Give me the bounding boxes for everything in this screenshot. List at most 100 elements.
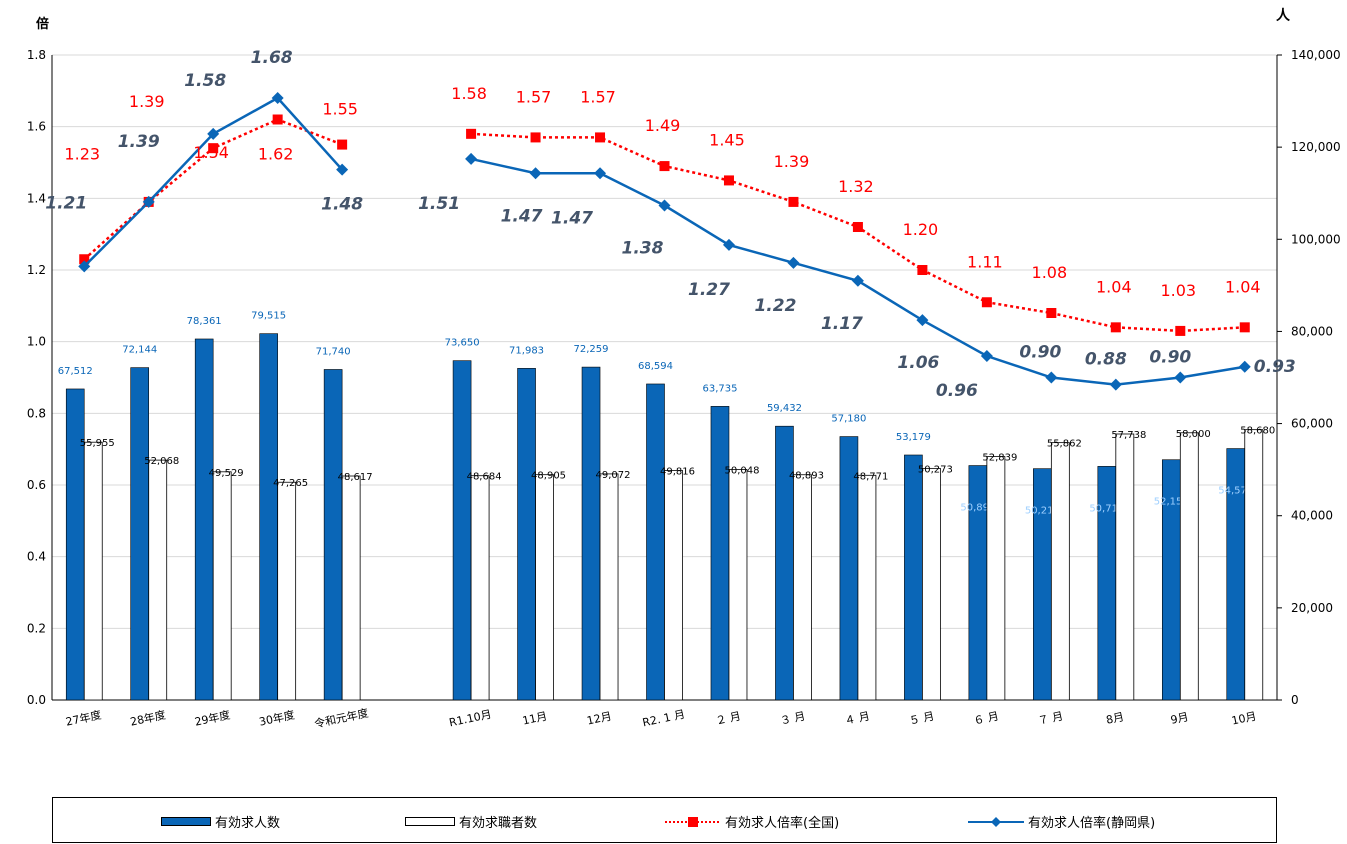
right-axis-tick-label: 80,000 xyxy=(1291,324,1333,338)
bar-label-job-offers: 79,515 xyxy=(251,311,286,322)
bar-label-job-seekers: 48,905 xyxy=(531,471,566,482)
ratio-shizuoka-label: 1.06 xyxy=(897,353,939,373)
ratio-national-label: 1.23 xyxy=(64,144,100,163)
ratio-shizuoka-label: 1.51 xyxy=(418,194,460,214)
bar-job-seekers xyxy=(1244,429,1264,701)
bar-label-job-offers: 72,144 xyxy=(122,345,157,356)
ratio-shizuoka-label: 0.88 xyxy=(1085,350,1127,370)
right-axis-tick-label: 40,000 xyxy=(1291,509,1333,523)
ratio-shizuoka-marker xyxy=(722,238,735,251)
bar-job-seekers xyxy=(857,474,877,701)
x-tick-label: ４ 月 xyxy=(843,710,871,728)
ratio-national-label: 1.54 xyxy=(193,143,229,162)
bar-job-seekers xyxy=(1050,442,1070,701)
right-axis-tick-label: 120,000 xyxy=(1291,140,1341,154)
ratio-shizuoka-label: 0.93 xyxy=(1254,357,1296,377)
bar-job-offers xyxy=(517,368,536,701)
ratio-national-marker xyxy=(466,128,477,139)
bar-label-job-seekers: 48,684 xyxy=(467,472,502,483)
ratio-shizuoka-label: 0.90 xyxy=(1149,348,1191,368)
ratio-national-label: 1.49 xyxy=(645,116,681,135)
ratio-shizuoka-marker xyxy=(465,152,478,165)
right-axis-tick-label: 60,000 xyxy=(1291,417,1333,431)
ratio-national-marker xyxy=(272,114,283,125)
bar-job-offers xyxy=(65,388,85,701)
bar-job-seekers xyxy=(148,459,168,701)
right-axis-unit: 人 xyxy=(1276,7,1291,24)
x-tick-label: R1.10月 xyxy=(448,708,493,730)
x-tick-label: ３ 月 xyxy=(779,710,807,728)
bar-job-seekers xyxy=(535,474,554,701)
bar-label-job-seekers: 47,265 xyxy=(273,478,308,489)
left-axis-tick-label: 0.4 xyxy=(27,550,46,564)
legend-item-job-seekers: 有効求職者数 xyxy=(405,812,537,831)
ratio-national-label: 1.55 xyxy=(322,100,358,119)
ratio-shizuoka-label: 1.22 xyxy=(754,296,796,316)
ratio-national-marker xyxy=(788,196,799,207)
bar-job-seekers xyxy=(212,471,232,701)
bar-label-job-seekers: 49,816 xyxy=(660,466,695,477)
bar-job-seekers xyxy=(728,469,748,701)
bar-label-job-offers: 71,983 xyxy=(509,345,544,356)
bar-job-offers xyxy=(259,333,278,701)
bar-job-seekers xyxy=(793,474,812,701)
bar-label-job-offers: 54,575 xyxy=(1218,486,1253,497)
ratio-national-marker xyxy=(852,222,863,232)
legend-swatch-job-offers xyxy=(161,817,211,826)
bar-label-job-seekers: 49,072 xyxy=(596,470,631,481)
legend-label-ratio-national: 有効求人倍率(全国) xyxy=(725,816,840,831)
left-axis-tick-label: 1.0 xyxy=(27,335,46,349)
ratio-shizuoka-marker xyxy=(336,163,349,176)
ratio-shizuoka-label: 1.47 xyxy=(501,206,543,226)
bar-label-job-offers: 59,432 xyxy=(767,403,802,414)
legend-item-ratio-national: 有効求人倍率(全国) xyxy=(665,812,839,831)
ratio-national-marker xyxy=(595,132,606,143)
bar-label-job-seekers: 48,617 xyxy=(338,472,373,483)
ratio-national-marker xyxy=(659,161,670,172)
ratio-national-marker xyxy=(337,139,348,150)
left-axis-tick-label: 0.0 xyxy=(27,693,46,707)
ratio-national-marker xyxy=(1175,325,1186,336)
legend-swatch-ratio-national xyxy=(665,816,721,827)
ratio-national-marker xyxy=(917,265,928,275)
bar-job-seekers xyxy=(921,467,941,701)
bar-job-offers xyxy=(130,367,150,701)
legend-label-ratio-shizuoka: 有効求人倍率(静岡県) xyxy=(1028,816,1156,831)
x-tick-label: 9月 xyxy=(1169,710,1189,726)
right-axis-tick-label: 20,000 xyxy=(1291,601,1333,615)
ratio-national-label: 1.39 xyxy=(129,92,165,111)
bar-job-seekers xyxy=(664,470,683,701)
ratio-national-label: 1.11 xyxy=(967,252,1003,271)
ratio-shizuoka-label: 1.68 xyxy=(251,48,293,68)
x-tick-label: 8月 xyxy=(1105,710,1125,726)
ratio-shizuoka-marker xyxy=(78,260,91,273)
x-tick-label: R2. 1 月 xyxy=(641,708,686,730)
x-tick-label: 28年度 xyxy=(129,707,167,728)
bar-label-job-offers: 73,650 xyxy=(445,338,480,349)
bar-label-job-seekers: 50,048 xyxy=(724,465,759,476)
legend-label-job-offers: 有効求人数 xyxy=(215,816,281,831)
bar-job-offers xyxy=(968,465,988,701)
legend-swatch-ratio-shizuoka xyxy=(968,816,1024,827)
bar-label-job-offers: 72,259 xyxy=(574,344,609,355)
x-tick-label: 30年度 xyxy=(258,707,296,728)
bar-job-seekers xyxy=(470,475,490,701)
x-tick-label: ６ 月 xyxy=(972,710,1000,728)
bar-label-job-seekers: 48,893 xyxy=(789,471,824,482)
ratio-national-label: 1.04 xyxy=(1096,277,1132,296)
bar-job-seekers xyxy=(1179,432,1199,701)
right-axis-tick-label: 0 xyxy=(1291,693,1299,707)
left-axis-tick-label: 1.8 xyxy=(27,48,46,62)
bar-job-offers xyxy=(1033,468,1052,701)
ratio-shizuoka-label: 0.90 xyxy=(1019,343,1061,363)
ratio-shizuoka-marker xyxy=(529,167,542,180)
bar-job-offers xyxy=(904,454,923,701)
x-tick-label: ５ 月 xyxy=(908,710,936,728)
bar-job-offers xyxy=(1097,466,1117,701)
ratio-national-label: 1.04 xyxy=(1225,277,1261,296)
ratio-national-marker xyxy=(530,132,541,143)
ratio-shizuoka-marker xyxy=(1045,371,1058,384)
ratio-national-marker xyxy=(1239,322,1250,333)
bar-label-job-offers: 67,512 xyxy=(58,366,93,377)
bar-job-offers xyxy=(452,360,472,701)
